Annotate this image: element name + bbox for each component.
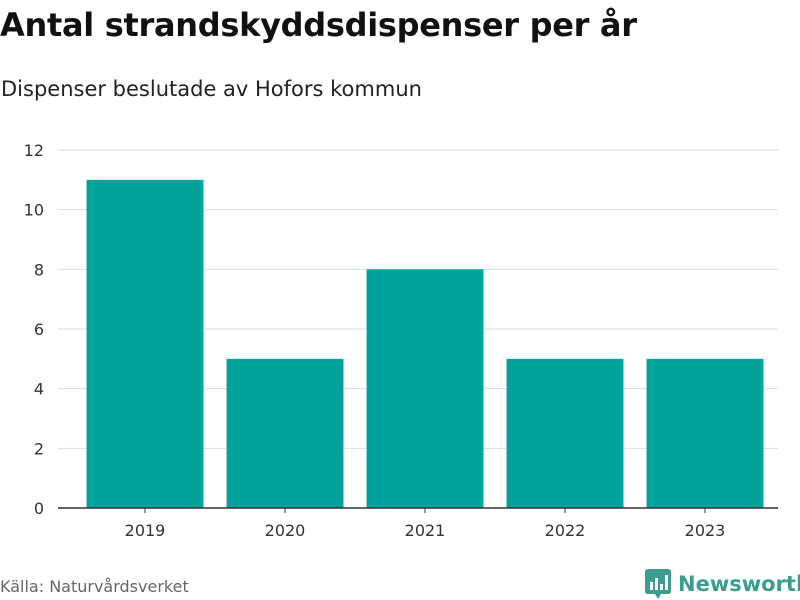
chart-subtitle: Dispenser beslutade av Hofors kommun [1,77,422,101]
y-tick-labels: 0 2 4 6 8 10 12 [24,141,44,518]
x-tick-label: 2023 [685,521,726,540]
y-tick-label: 6 [34,320,44,339]
x-tick-label: 2019 [125,521,166,540]
bar-2022 [506,358,624,508]
y-tick-label: 12 [24,141,44,160]
x-axis [58,507,778,513]
brand-name: Newsworthy [678,572,800,596]
bars [86,179,764,509]
y-tick-label: 8 [34,260,44,279]
source-note: Källa: Naturvårdsverket [0,577,189,596]
bar-2019 [86,179,204,509]
y-tick-label: 10 [24,201,44,220]
x-tick-label: 2020 [265,521,306,540]
bar-2020 [226,358,344,508]
bar-2021 [366,269,484,508]
y-tick-label: 0 [34,499,44,518]
y-tick-label: 2 [34,439,44,458]
brand-logo: Newsworthy [645,569,800,599]
x-tick-labels: 2019 2020 2021 2022 2023 [125,521,726,540]
newsworthy-logo-icon [645,569,671,599]
x-tick-label: 2022 [545,521,586,540]
x-tick-label: 2021 [405,521,446,540]
chart-title: Antal strandskyddsdispenser per år [0,6,637,44]
y-tick-label: 4 [34,380,44,399]
bar-2023 [646,358,764,508]
